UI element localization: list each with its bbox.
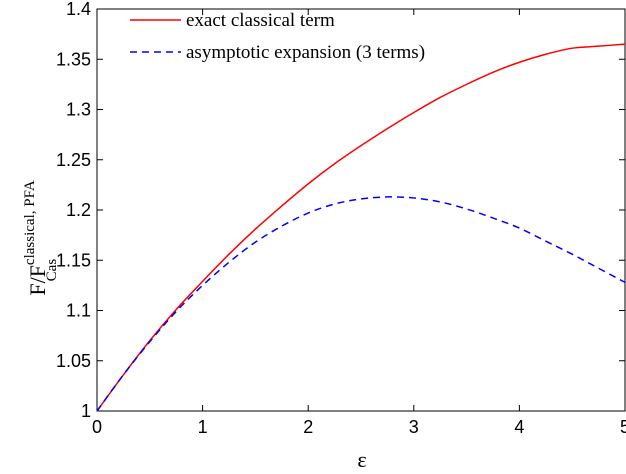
series-lines: [96, 43, 626, 412]
x-tick-label: 4: [514, 417, 524, 437]
plot-frame: [96, 8, 626, 412]
legend: exact classical term asymptotic expansio…: [130, 10, 425, 63]
y-tick-label: 1.25: [56, 150, 91, 170]
x-tick-label: 0: [92, 417, 102, 437]
series-line-exact: [96, 43, 626, 412]
x-tick-label: 1: [198, 417, 208, 437]
axis-ticks: [96, 8, 626, 412]
y-axis-label: F/Fclassical, PFA Cas: [22, 180, 60, 295]
y-axis-label-base: F/F: [25, 265, 50, 296]
x-axis-label: ε: [357, 447, 366, 472]
x-tick-label: 5: [620, 417, 626, 437]
legend-label-asymptotic: asymptotic expansion (3 terms): [186, 42, 425, 63]
axis-tick-labels: 0 1 2 3 4 511.051.11.151.21.251.31.351.4: [56, 0, 626, 437]
y-tick-label: 1.4: [66, 0, 91, 19]
y-tick-label: 1.35: [56, 49, 91, 69]
y-tick-label: 1.3: [66, 100, 91, 120]
x-tick-label: 3: [409, 417, 419, 437]
legend-label-exact: exact classical term: [186, 10, 335, 31]
y-tick-label: 1.2: [66, 200, 91, 220]
y-axis-label-subscript: Cas: [44, 259, 60, 282]
x-tick-label: 2: [303, 417, 313, 437]
y-tick-label: 1.05: [56, 351, 91, 371]
series-line-asymptotic: [96, 196, 626, 412]
y-tick-label: 1: [81, 401, 91, 421]
y-axis-label-superscript: classical, PFA: [22, 180, 38, 265]
y-tick-label: 1.1: [66, 301, 91, 321]
y-tick-label: 1.15: [56, 250, 91, 270]
